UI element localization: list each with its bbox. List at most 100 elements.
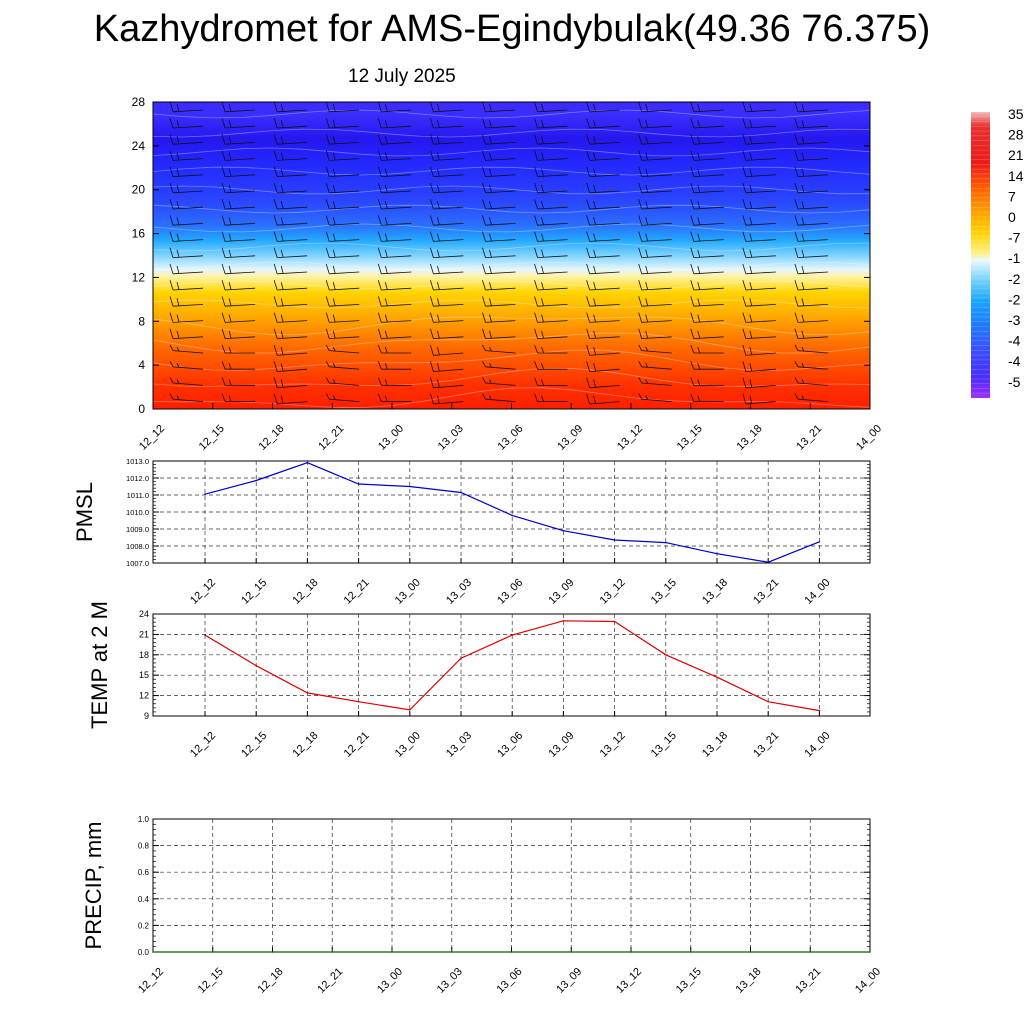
wind-barb <box>638 199 672 210</box>
wind-barb <box>377 312 412 323</box>
wind-barb <box>638 377 672 386</box>
y-tick-label: 1.0 <box>138 815 150 824</box>
wind-barb <box>534 328 568 339</box>
temperature-cross-section: 0 4 8 12 16 20 24 28 12_12 12_15 12_18 12_21 13_00 13… <box>132 95 884 453</box>
wind-barb <box>377 102 412 113</box>
wind-barb <box>325 263 360 275</box>
wind-barb <box>325 215 360 226</box>
wind-barb <box>482 231 516 242</box>
wind-barb <box>482 344 516 354</box>
series-point <box>869 951 871 953</box>
heat-x-tick-label: 12_15 <box>197 423 227 453</box>
wind-barb <box>742 134 776 145</box>
wind-barb <box>325 377 360 386</box>
wind-barb <box>586 118 620 129</box>
x-tick-label: 13_09 <box>546 730 576 760</box>
wind-barb <box>430 118 464 129</box>
wind-barb <box>325 247 360 258</box>
colorbar-label: -7 <box>1008 230 1021 246</box>
x-tick-label: 13_03 <box>444 730 474 760</box>
heat-x-tick-label: 13_15 <box>675 423 705 453</box>
isotherm-contour <box>153 147 870 157</box>
wind-barb <box>430 231 464 242</box>
wind-barb <box>794 361 828 370</box>
wind-barb <box>482 377 516 386</box>
series-point <box>510 951 513 953</box>
wind-barb <box>273 102 308 113</box>
wind-barb <box>638 296 672 307</box>
wind-barb <box>325 118 360 129</box>
wind-barb <box>430 199 464 210</box>
colorbar: 35 28 21 14 7 0 -7 -1 -2 -2 -3 -4 -4 -5 <box>971 106 1024 398</box>
wind-barb <box>586 312 620 323</box>
series-point <box>818 540 821 543</box>
heat-y-tick-label: 16 <box>132 227 146 241</box>
wind-barb <box>273 166 308 177</box>
precip-panel: 1.0 0.8 0.6 0.4 0.2 0.0 12_12 12_15 12_18 12_21 13… <box>81 815 883 996</box>
x-tick-label: 12_15 <box>196 966 226 996</box>
wind-barb <box>794 328 828 339</box>
wind-barb <box>325 182 360 194</box>
x-tick-label: 13_12 <box>598 730 628 760</box>
y-tick-label: 1012.0 <box>126 474 149 483</box>
wind-barb <box>273 182 308 194</box>
wind-barb <box>586 102 620 113</box>
wind-barb <box>221 231 256 242</box>
wind-barb <box>482 393 516 402</box>
x-tick-label: 13_15 <box>674 966 704 996</box>
wind-barb <box>482 134 516 145</box>
heat-y-tick-label: 0 <box>138 402 145 416</box>
wind-barb <box>794 231 828 242</box>
series-point <box>613 620 616 623</box>
isotherm-contour <box>153 166 870 176</box>
wind-barb <box>534 118 568 129</box>
wind-barb <box>586 150 620 161</box>
wind-barb <box>169 182 204 194</box>
wind-barb <box>430 361 464 372</box>
wind-barb <box>377 393 412 403</box>
wind-barb <box>221 361 256 370</box>
wind-barb <box>690 312 724 323</box>
x-tick-label: 13_06 <box>495 577 525 607</box>
wind-barb <box>690 182 724 194</box>
wind-barb <box>742 102 776 113</box>
heat-x-tick-label: 13_03 <box>436 423 466 453</box>
heat-x-tick-label: 13_00 <box>376 423 406 453</box>
wind-barb <box>638 150 672 161</box>
colorbar-label: -4 <box>1008 353 1021 369</box>
wind-barb <box>325 344 360 354</box>
wind-barb <box>742 118 776 129</box>
wind-barb <box>794 393 828 402</box>
isotherm-contour <box>153 367 870 387</box>
wind-barb <box>742 312 776 323</box>
wind-barb <box>742 377 776 389</box>
wind-barb <box>482 166 516 177</box>
wind-barb <box>430 182 464 194</box>
wind-barb <box>586 344 620 356</box>
wind-barb <box>377 199 412 210</box>
wind-barb <box>169 134 204 145</box>
wind-barb <box>169 312 204 323</box>
wind-barb <box>273 215 308 226</box>
wind-barb <box>742 296 776 307</box>
wind-barb <box>482 199 516 210</box>
wind-barb <box>325 134 360 145</box>
y-tick-label: 1011.0 <box>127 491 149 500</box>
wind-barb <box>273 393 308 405</box>
wind-barb <box>638 361 672 370</box>
wind-barb <box>794 280 828 291</box>
wind-barb <box>586 134 620 145</box>
wind-barb <box>794 377 828 386</box>
wind-barb <box>794 199 828 210</box>
wind-barb <box>638 118 672 129</box>
wind-barb <box>586 263 620 275</box>
wind-barb <box>742 280 776 291</box>
series-point <box>357 700 360 703</box>
wind-barb <box>482 263 516 275</box>
isotherm-contour <box>153 316 870 336</box>
y-tick-label: 21 <box>139 629 149 639</box>
x-tick-label: 13_09 <box>554 966 584 996</box>
x-tick-label: 13_21 <box>751 577 781 607</box>
series-point <box>306 692 309 694</box>
y-tick-label: 1008.0 <box>126 542 149 551</box>
